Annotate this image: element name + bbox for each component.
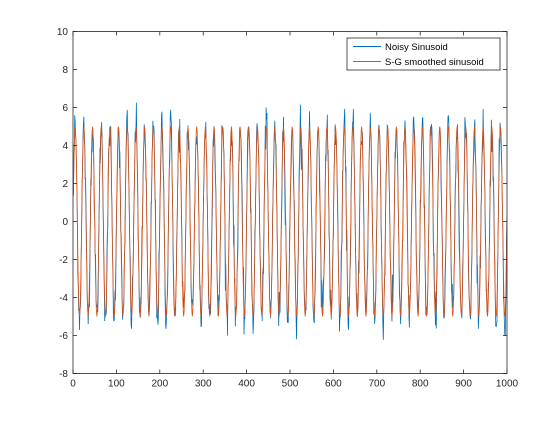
x-tick-label: 700 bbox=[368, 379, 385, 390]
x-tick-label: 500 bbox=[282, 379, 299, 390]
x-tick-label: 400 bbox=[238, 379, 255, 390]
x-tick-label: 800 bbox=[412, 379, 429, 390]
y-tick-label: 2 bbox=[62, 179, 68, 190]
x-tick-label: 300 bbox=[195, 379, 212, 390]
x-tick-label: 1000 bbox=[496, 379, 519, 390]
x-tick-label: 200 bbox=[151, 379, 168, 390]
x-tick-label: 900 bbox=[455, 379, 472, 390]
y-tick-label: 10 bbox=[57, 27, 69, 38]
y-tick-label: -8 bbox=[59, 369, 68, 380]
y-tick-label: 6 bbox=[62, 103, 68, 114]
y-tick-label: -2 bbox=[59, 255, 68, 266]
y-tick-label: -4 bbox=[59, 293, 68, 304]
legend-box bbox=[346, 37, 501, 71]
legend-label-sg-smoothed-sinusoid: S-G smoothed sinusoid bbox=[385, 57, 484, 68]
y-tick-label: 0 bbox=[62, 217, 68, 228]
y-tick-label: 8 bbox=[62, 65, 68, 76]
x-tick-label: 600 bbox=[325, 379, 342, 390]
y-tick-label: -6 bbox=[59, 331, 68, 342]
y-tick-label: 4 bbox=[62, 141, 68, 152]
x-tick-label: 100 bbox=[108, 379, 125, 390]
x-axis: 0 100 200 300 400 500 600 700 800 900 1000 bbox=[70, 31, 519, 390]
legend-label-noisy-sinusoid: Noisy Sinusoid bbox=[385, 42, 448, 53]
series-line-s-g-smoothed-sinusoid bbox=[73, 126, 507, 317]
x-tick-label: 0 bbox=[70, 379, 76, 390]
y-axis: -8 -6 -4 -2 0 2 4 6 8 10 bbox=[57, 27, 507, 380]
legend: Noisy Sinusoid S-G smoothed sinusoid bbox=[346, 37, 501, 71]
